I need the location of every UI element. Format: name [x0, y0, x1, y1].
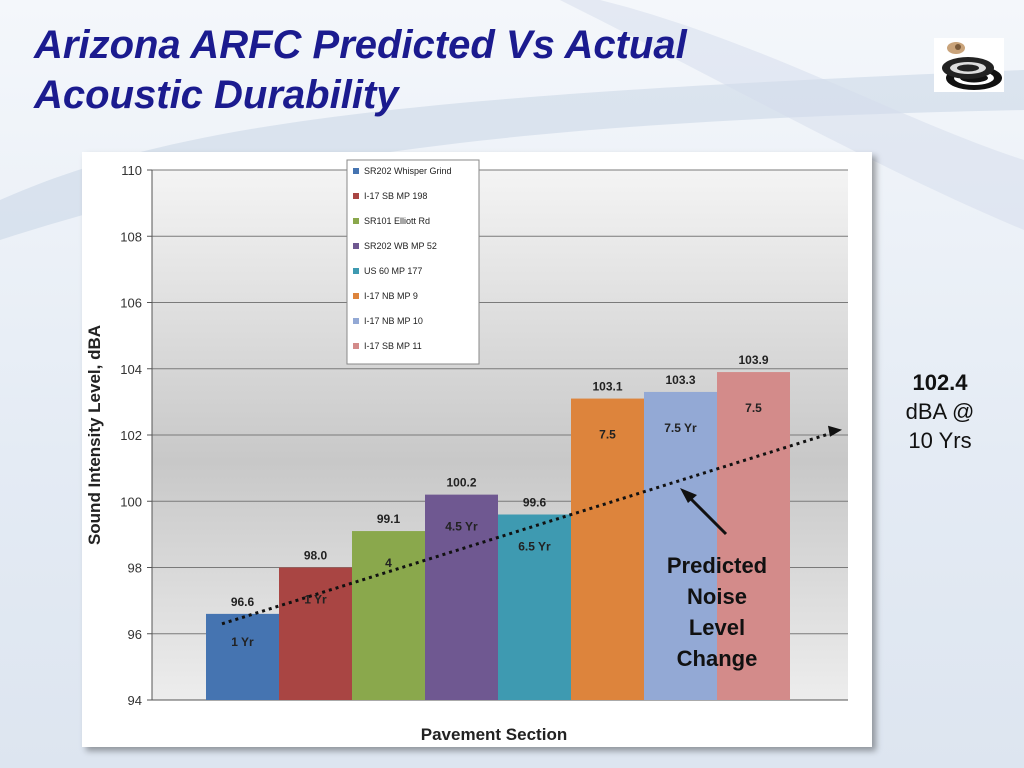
bar: [498, 514, 571, 700]
trend-end-unit: dBA @: [905, 399, 975, 424]
slide-title: Arizona ARFC Predicted Vs Actual Acousti…: [34, 20, 687, 120]
predicted-line-2: Noise: [687, 584, 747, 609]
legend-swatch: [353, 193, 359, 199]
trend-end-callout: 102.4 dBA @ 10 Yrs: [880, 368, 1000, 455]
trend-arrowhead: [828, 425, 842, 437]
trend-end-value: 102.4: [912, 370, 968, 395]
bar-value-label: 96.6: [231, 595, 255, 609]
bar: [717, 372, 790, 700]
y-tick-label: 96: [128, 627, 142, 642]
y-tick-label: 100: [120, 494, 142, 509]
y-tick-label: 94: [128, 693, 142, 708]
bar-age-label: 4.5 Yr: [445, 520, 478, 534]
tire-stack-logo-icon: [934, 38, 1004, 92]
trend-line: [221, 430, 837, 626]
legend-box: [346, 159, 480, 365]
y-tick-label: 102: [120, 428, 142, 443]
bar-age-label: 7.5 Yr: [664, 421, 697, 435]
bar-value-label: 103.9: [738, 353, 768, 367]
bar: [571, 398, 644, 700]
legend-entry: I-17 SB MP 11: [364, 341, 422, 351]
legend-swatch: [353, 318, 359, 324]
predicted-line-4: Change: [676, 646, 758, 671]
bar: [352, 531, 425, 700]
y-tick-label: 106: [120, 296, 142, 311]
bar-value-label: 103.3: [665, 373, 695, 387]
legend-entry: US 60 MP 177: [364, 266, 422, 276]
y-axis-title: Sound Intensity Level, dBA: [85, 325, 104, 545]
bar: [279, 567, 352, 700]
y-tick-label: 98: [128, 561, 142, 576]
x-axis-title: Pavement Section: [421, 725, 567, 744]
slide-title-line-2: Acoustic Durability: [34, 73, 399, 117]
legend-swatch: [353, 218, 359, 224]
bar-value-label: 99.1: [377, 512, 401, 526]
legend-entry: SR101 Elliott Rd: [364, 216, 430, 226]
legend-entry: I-17 NB MP 10: [364, 316, 423, 326]
bar-value-label: 98.0: [304, 549, 328, 563]
bar-age-label: 7.5: [745, 401, 762, 415]
bar: [425, 494, 498, 700]
y-tick-label: 110: [121, 163, 142, 178]
trend-end-years: 10 Yrs: [908, 428, 972, 453]
bar-age-label: 1 Yr: [231, 635, 254, 649]
legend-swatch: [353, 343, 359, 349]
callout-arrow-line: [684, 492, 728, 536]
y-tick-label: 104: [120, 362, 142, 377]
legend-entry: SR202 WB MP 52: [364, 241, 437, 251]
legend-entry: I-17 SB MP 198: [364, 191, 427, 201]
predicted-noise-callout: Predicted Noise Level Change: [640, 550, 794, 674]
legend-swatch: [353, 293, 359, 299]
predicted-line-3: Level: [688, 615, 746, 640]
bar-age-label: 4: [385, 556, 392, 570]
bar-value-label: 100.2: [446, 476, 476, 490]
slide-title-line-1: Arizona ARFC Predicted Vs Actual: [34, 23, 687, 67]
legend-entry: I-17 NB MP 9: [364, 291, 418, 301]
y-tick-label: 108: [120, 229, 142, 244]
legend-entry: SR202 Whisper Grind: [364, 166, 452, 176]
predicted-line-1: Predicted: [666, 553, 768, 578]
legend-swatch: [353, 268, 359, 274]
legend-swatch: [353, 168, 359, 174]
bar-value-label: 103.1: [592, 380, 622, 394]
bar-age-label: 6.5 Yr: [518, 540, 551, 554]
bar: [644, 391, 717, 700]
bar-age-label: 7.5: [599, 428, 616, 442]
bar: [206, 613, 279, 700]
callout-arrowhead: [680, 488, 697, 503]
legend-swatch: [353, 243, 359, 249]
bar-value-label: 99.6: [523, 496, 547, 510]
